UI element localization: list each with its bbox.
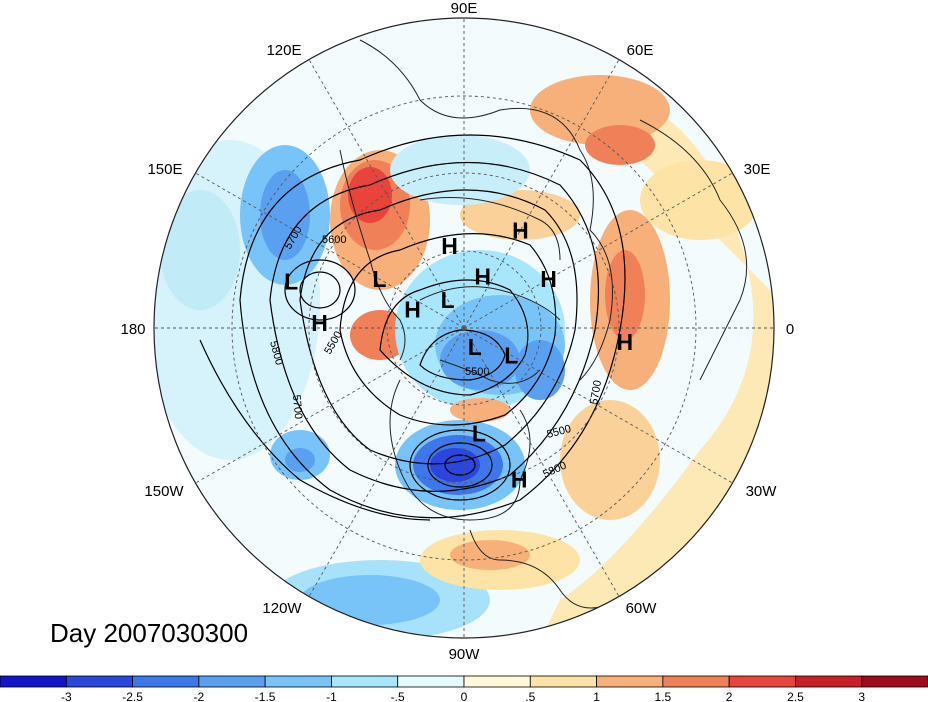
colorbar-tick-label: 2.5 (787, 690, 804, 702)
colorbar-swatch (264, 675, 332, 688)
lon-label-120e: 120E (266, 42, 301, 59)
colorbar-swatch (198, 675, 266, 688)
height-contours (199, 134, 626, 521)
high-pressure-label: H (404, 296, 421, 322)
lon-label-0: 0 (786, 321, 794, 338)
colorbar-swatch (132, 675, 200, 688)
low-pressure-label: L (441, 287, 455, 313)
colorbar-swatch (463, 675, 531, 688)
meridian-line (195, 327, 465, 484)
colorbar-tick-label: 2 (726, 690, 733, 702)
anomaly-field (154, 18, 774, 638)
lon-label-90w: 90W (449, 646, 481, 663)
high-pressure-label: H (540, 266, 557, 292)
graticule (154, 18, 774, 638)
map-title: Day 2007030300 (50, 618, 249, 648)
coastlines (339, 39, 748, 609)
low-pressure-label: L (472, 421, 486, 447)
contour-label: 5500 (465, 366, 489, 378)
meridian-line (463, 327, 620, 597)
high-pressure-label: H (474, 264, 491, 290)
high-pressure-label: H (512, 217, 529, 243)
meridian-line (308, 59, 465, 329)
colorbar-tick-label: 1.5 (655, 690, 672, 702)
colorbar-swatch (397, 675, 465, 688)
colorbar-swatch (65, 675, 133, 688)
colorbar-tick-label: 0 (461, 690, 468, 702)
colorbar-swatch (0, 675, 67, 688)
high-pressure-label: H (311, 310, 328, 336)
colorbar-swatch (861, 675, 928, 688)
colorbar-swatch (529, 675, 597, 688)
contour-label: 5600 (322, 234, 346, 246)
lon-label-180: 180 (120, 321, 145, 338)
polar-map: 5500 5600 5700 5800 5500 5700 5800 5500 … (120, 0, 794, 663)
colorbar-swatch (662, 675, 730, 688)
colorbar-swatch (596, 675, 664, 688)
colorbar-swatch (331, 675, 399, 688)
lon-label-60w: 60W (626, 600, 658, 617)
lon-label-30w: 30W (746, 483, 778, 500)
low-pressure-label: L (468, 334, 482, 360)
colorbar: -3 -2.5 -2 -1.5 -1 -.5 0 .5 1 1.5 2 2.5 3 (0, 675, 928, 702)
low-pressure-label: L (284, 269, 298, 295)
meridian-line (463, 59, 620, 329)
high-pressure-label: H (441, 233, 458, 259)
lon-label-120w: 120W (262, 600, 302, 617)
colorbar-tick-label: -2.5 (122, 690, 143, 702)
colorbar-swatch (728, 675, 796, 688)
colorbar-tick-label: -.5 (391, 690, 405, 702)
low-pressure-label: L (504, 342, 518, 368)
lon-label-30e: 30E (744, 161, 771, 178)
colorbar-tick-label: .5 (525, 690, 535, 702)
meridian-line (463, 327, 733, 484)
high-pressure-label: H (616, 329, 633, 355)
lon-label-150w: 150W (144, 483, 184, 500)
lon-label-150e: 150E (147, 161, 182, 178)
longitude-labels: 90E 60E 30E 0 30W 60W 90W 120W 150W 180 … (120, 0, 794, 663)
meridian-line (195, 172, 465, 329)
map-boundary (153, 17, 775, 639)
lon-label-60e: 60E (627, 42, 654, 59)
colorbar-tick-label: 1 (593, 690, 600, 702)
colorbar-tick-label: 3 (858, 690, 865, 702)
colorbar-tick-label: -1 (326, 690, 337, 702)
lon-label-90e: 90E (451, 0, 478, 17)
meridian-line (463, 172, 733, 329)
meridian-line (308, 327, 465, 597)
colorbar-tick-label: -2 (194, 690, 205, 702)
low-pressure-label: L (372, 266, 386, 292)
colorbar-tick-label: -3 (61, 690, 72, 702)
high-pressure-label: H (511, 467, 528, 493)
contour-label: 5700 (290, 394, 304, 419)
contour-label: 5700 (588, 379, 604, 405)
colorbar-tick-label: -1.5 (255, 690, 276, 702)
colorbar-swatch (795, 675, 863, 688)
